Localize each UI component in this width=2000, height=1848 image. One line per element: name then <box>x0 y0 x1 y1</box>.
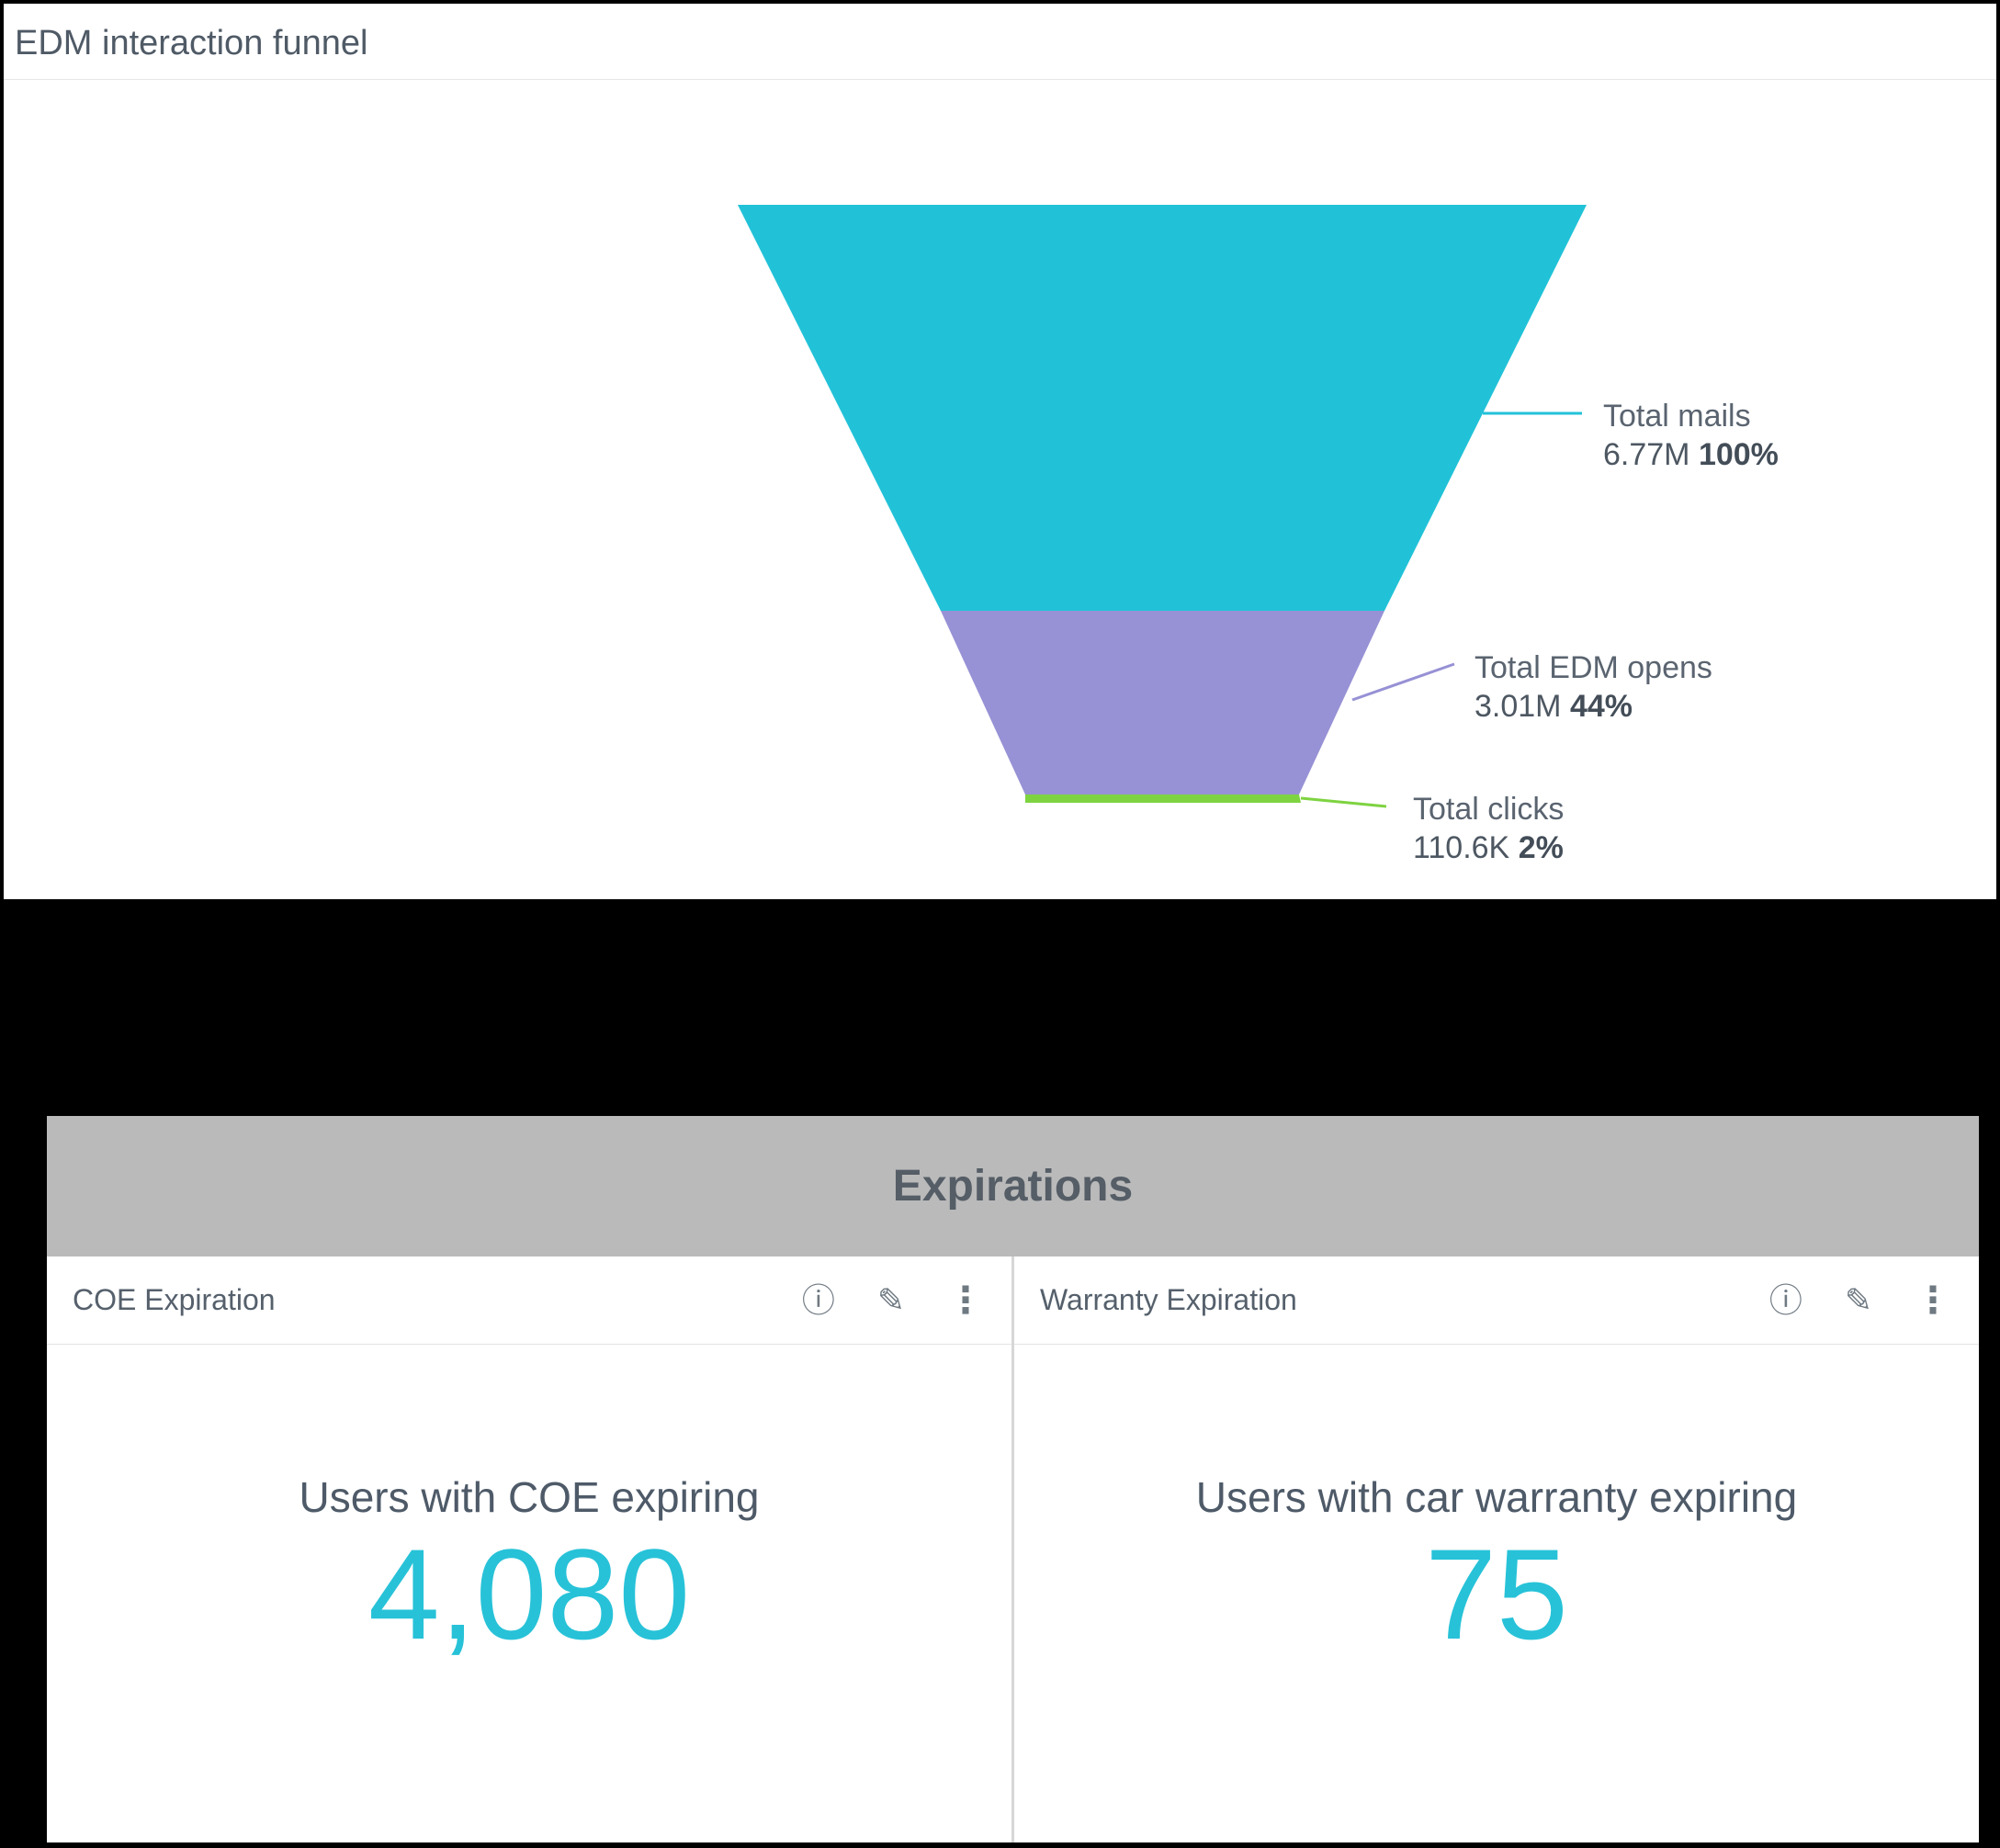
warranty-expiration-card: Warranty Expiration ⓘ ✎ ⋮ Users with car… <box>1011 1256 1979 1842</box>
funnel-panel-title: EDM interaction funnel <box>4 4 1996 80</box>
stage-value-percent: 100% <box>1698 437 1779 472</box>
stage-name: Total clicks <box>1413 792 1565 827</box>
stage-value-number: 3.01M <box>1475 689 1562 724</box>
card-title: COE Expiration <box>73 1283 276 1316</box>
edit-icon[interactable]: ✎ <box>876 1280 905 1319</box>
stage-value: 6.77M 100% <box>1603 435 1779 474</box>
card-body: Users with COE expiring 4,080 <box>47 1345 1011 1842</box>
stage-name: Total EDM opens <box>1475 650 1712 685</box>
card-body: Users with car warranty expiring 75 <box>1014 1345 1979 1842</box>
funnel-svg <box>738 205 1587 808</box>
edm-funnel-panel: EDM interaction funnel Total mails 6.77M <box>4 4 1996 899</box>
funnel-label-total-mails: Total mails 6.77M 100% <box>1603 397 1779 474</box>
funnel-label-total-clicks: Total clicks 110.6K 2% <box>1413 790 1564 867</box>
expirations-header: Expirations <box>47 1116 1979 1256</box>
info-icon[interactable]: ⓘ <box>1768 1280 1802 1319</box>
stage-value: 110.6K 2% <box>1413 828 1564 867</box>
funnel-stage-total-clicks[interactable] <box>1025 794 1301 803</box>
kpi-value: 75 <box>1425 1522 1568 1666</box>
stage-value-percent: 44% <box>1569 689 1633 724</box>
card-header: COE Expiration ⓘ ✎ ⋮ <box>47 1256 1011 1345</box>
stage-name: Total mails <box>1603 399 1751 434</box>
leader-line-total-edm-opens <box>1351 662 1455 702</box>
more-options-icon[interactable]: ⋮ <box>947 1279 984 1321</box>
expirations-panel: Expirations COE Expiration ⓘ ✎ ⋮ Users w… <box>47 1116 1979 1842</box>
funnel-stage-total-edm-opens[interactable] <box>941 611 1384 794</box>
funnel-label-total-edm-opens: Total EDM opens 3.01M 44% <box>1475 648 1712 726</box>
info-icon[interactable]: ⓘ <box>801 1280 835 1319</box>
card-title: Warranty Expiration <box>1040 1283 1297 1316</box>
card-actions: ⓘ ✎ ⋮ <box>801 1279 984 1321</box>
edit-icon[interactable]: ✎ <box>1844 1280 1872 1319</box>
card-header: Warranty Expiration ⓘ ✎ ⋮ <box>1014 1256 1979 1345</box>
kpi-label: Users with COE expiring <box>299 1473 760 1521</box>
stage-value-number: 6.77M <box>1603 437 1690 472</box>
kpi-value: 4,080 <box>367 1522 691 1666</box>
stage-value-percent: 2% <box>1518 830 1564 865</box>
stage-value: 3.01M 44% <box>1475 687 1712 726</box>
expirations-cards: COE Expiration ⓘ ✎ ⋮ Users with COE expi… <box>47 1256 1979 1842</box>
leader-line-total-clicks <box>1300 796 1387 808</box>
funnel-stage-total-mails[interactable] <box>738 205 1587 611</box>
stage-value-number: 110.6K <box>1413 830 1510 865</box>
card-actions: ⓘ ✎ ⋮ <box>1768 1279 1951 1321</box>
funnel-chart: Total mails 6.77M 100% Total EDM opens 3… <box>4 81 1996 899</box>
kpi-label: Users with car warranty expiring <box>1195 1473 1798 1521</box>
more-options-icon[interactable]: ⋮ <box>1915 1279 1951 1321</box>
coe-expiration-card: COE Expiration ⓘ ✎ ⋮ Users with COE expi… <box>47 1256 1011 1842</box>
